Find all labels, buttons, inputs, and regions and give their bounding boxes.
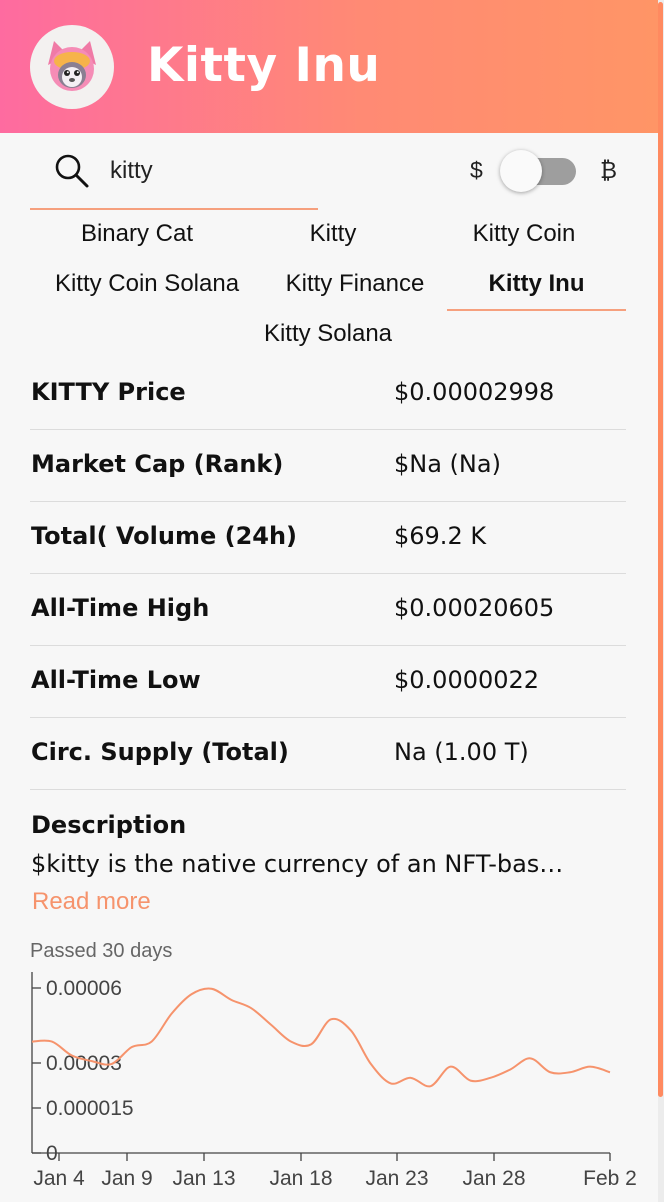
stat-row-volume: Total( Volume (24h) $69.2 K bbox=[30, 502, 626, 574]
y-tick-label: 0 bbox=[46, 1142, 58, 1165]
stat-label: Circ. Supply (Total) bbox=[31, 738, 289, 766]
stat-value: $Na (Na) bbox=[394, 450, 501, 478]
x-tick-label: Feb 2 bbox=[583, 1167, 637, 1190]
data-point bbox=[210, 988, 212, 990]
data-point bbox=[131, 1046, 133, 1048]
tab-kitty-solana[interactable]: Kitty Solana bbox=[263, 320, 393, 347]
stat-label: Market Cap (Rank) bbox=[31, 450, 284, 478]
data-point bbox=[350, 1029, 352, 1031]
search-input[interactable] bbox=[108, 153, 312, 189]
data-point bbox=[450, 1066, 452, 1068]
x-tick-label: Jan 13 bbox=[172, 1167, 235, 1190]
y-tick-label: 0.000015 bbox=[46, 1097, 134, 1120]
stat-label: KITTY Price bbox=[31, 378, 186, 406]
scrollbar-thumb[interactable] bbox=[658, 2, 663, 1097]
y-tick-label: 0.00006 bbox=[46, 977, 122, 1000]
read-more-link[interactable]: Read more bbox=[32, 888, 151, 915]
search-icon[interactable] bbox=[54, 153, 90, 193]
tab-binary-cat[interactable]: Binary Cat bbox=[80, 220, 194, 247]
app-header: Kitty Inu bbox=[0, 0, 658, 133]
data-point bbox=[171, 1013, 173, 1015]
data-point bbox=[430, 1085, 432, 1087]
description-heading: Description bbox=[31, 811, 187, 839]
data-point bbox=[330, 1018, 332, 1020]
stat-value: $0.00002998 bbox=[394, 378, 555, 406]
data-point bbox=[529, 1057, 531, 1059]
data-point bbox=[31, 1041, 33, 1043]
data-point bbox=[91, 1060, 93, 1062]
stat-row-ath: All-Time High $0.00020605 bbox=[30, 574, 626, 646]
kitty-logo-icon bbox=[48, 41, 96, 91]
stat-label: All-Time High bbox=[31, 594, 210, 622]
data-point bbox=[190, 993, 192, 995]
data-point bbox=[569, 1071, 571, 1073]
x-tick-label: Jan 9 bbox=[101, 1167, 152, 1190]
x-tick-label: Jan 4 bbox=[33, 1167, 85, 1190]
tab-kitty-finance[interactable]: Kitty Finance bbox=[285, 270, 425, 297]
x-tick-label: Jan 23 bbox=[365, 1167, 428, 1190]
data-point bbox=[250, 1007, 252, 1009]
data-point bbox=[509, 1068, 511, 1070]
x-tick-label: Jan 18 bbox=[269, 1167, 332, 1190]
page-title: Kitty Inu bbox=[147, 38, 381, 93]
data-point bbox=[410, 1077, 412, 1079]
y-tick-label: 0.00003 bbox=[46, 1052, 122, 1075]
description-text: $kitty is the native currency of an NFT-… bbox=[31, 850, 564, 878]
data-point bbox=[290, 1041, 292, 1043]
tab-kitty[interactable]: Kitty bbox=[309, 220, 357, 247]
btc-label: ₿ bbox=[600, 157, 618, 183]
currency-toggle-knob[interactable] bbox=[500, 150, 542, 192]
data-point bbox=[111, 1063, 113, 1065]
data-point bbox=[489, 1077, 491, 1079]
data-point bbox=[589, 1066, 591, 1068]
stat-value: $0.00020605 bbox=[394, 594, 555, 622]
price-chart: 0 0.000015 0.00003 0.00006 Jan 4 Jan 9 Jan 13 J… bbox=[31, 972, 637, 1190]
tab-kitty-coin-solana[interactable]: Kitty Coin Solana bbox=[54, 270, 240, 297]
stat-label: Total( Volume (24h) bbox=[31, 522, 298, 550]
stat-value: $69.2 K bbox=[394, 522, 487, 550]
tab-kitty-coin[interactable]: Kitty Coin bbox=[472, 220, 576, 247]
price-series-line bbox=[31, 987, 611, 1088]
data-point bbox=[151, 1041, 153, 1043]
stat-value: Na (1.00 T) bbox=[394, 738, 529, 766]
tab-kitty-inu[interactable]: Kitty Inu bbox=[447, 259, 626, 311]
data-point bbox=[549, 1071, 551, 1073]
stat-row-supply: Circ. Supply (Total) Na (1.00 T) bbox=[30, 718, 626, 790]
data-point bbox=[270, 1024, 272, 1026]
chart-title: Passed 30 days bbox=[30, 940, 173, 962]
usd-label: $ bbox=[470, 157, 483, 183]
stat-value: $0.0000022 bbox=[394, 666, 540, 694]
stat-row-atl: All-Time Low $0.0000022 bbox=[30, 646, 626, 718]
data-point bbox=[469, 1080, 471, 1082]
data-point bbox=[51, 1041, 53, 1043]
search-bar bbox=[30, 145, 318, 210]
stat-label: All-Time Low bbox=[31, 666, 201, 694]
data-point bbox=[370, 1063, 372, 1065]
kitty-inu-logo bbox=[30, 25, 114, 109]
data-point bbox=[71, 1055, 73, 1057]
stat-row-market-cap: Market Cap (Rank) $Na (Na) bbox=[30, 430, 626, 502]
x-tick-label: Jan 28 bbox=[462, 1167, 525, 1190]
data-point bbox=[230, 999, 232, 1001]
data-point bbox=[310, 1043, 312, 1045]
data-point bbox=[390, 1082, 392, 1084]
data-point bbox=[609, 1071, 611, 1073]
stat-row-price: KITTY Price $0.00002998 bbox=[30, 358, 626, 430]
